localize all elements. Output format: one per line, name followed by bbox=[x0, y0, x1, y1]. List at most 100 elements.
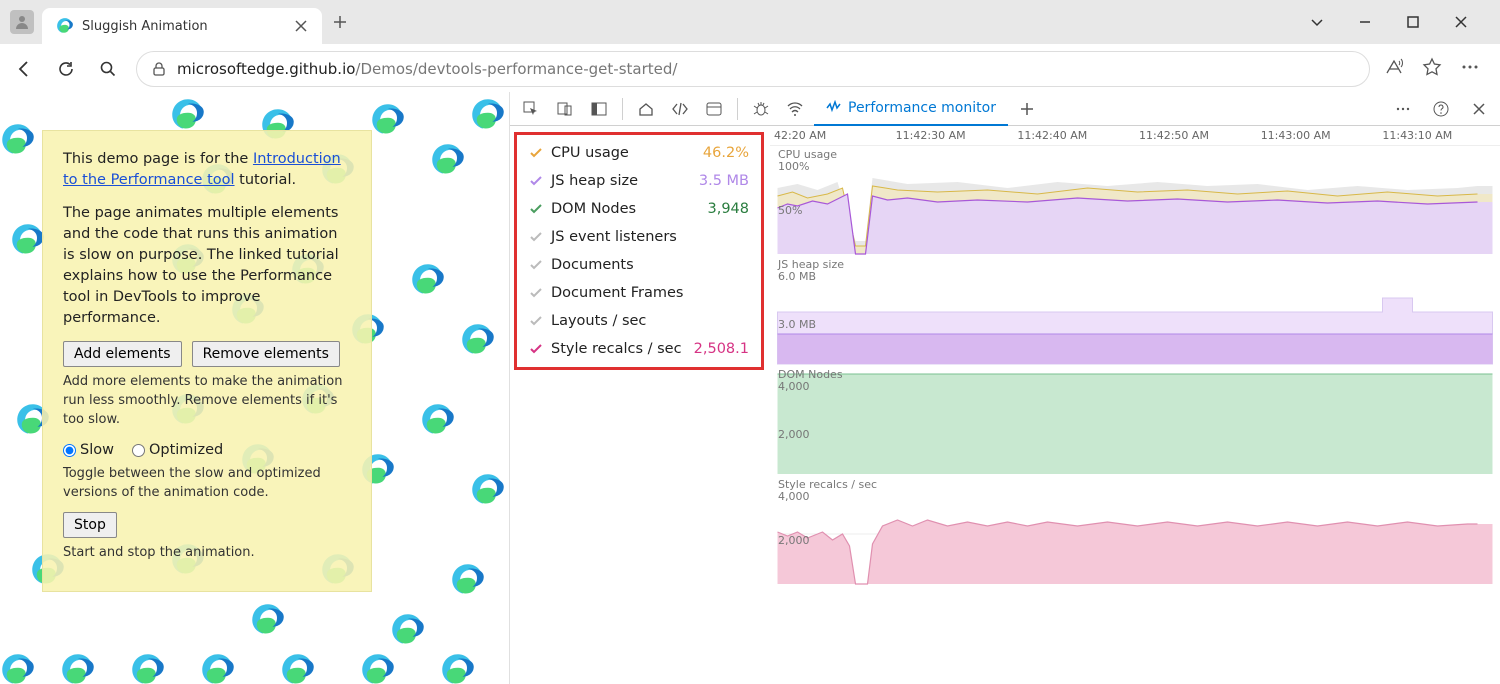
intro-text: This demo page is for the Introduction t… bbox=[63, 149, 351, 191]
metric-layouts[interactable]: Layouts / sec bbox=[521, 307, 757, 335]
metric-value: 3.5 MB bbox=[699, 173, 749, 189]
edge-swirl-icon bbox=[370, 102, 406, 138]
network-icon[interactable] bbox=[780, 95, 810, 123]
metric-value: 3,948 bbox=[707, 201, 749, 217]
time-tick: 11:43:00 AM bbox=[1257, 129, 1379, 142]
stop-help-text: Start and stop the animation. bbox=[63, 544, 351, 563]
search-icon[interactable] bbox=[94, 55, 122, 83]
add-elements-button[interactable]: Add elements bbox=[63, 341, 182, 367]
edge-swirl-icon bbox=[450, 562, 486, 598]
maximize-button[interactable] bbox=[1404, 13, 1422, 31]
charts-column: 42:20 AM11:42:30 AM11:42:40 AM11:42:50 A… bbox=[770, 126, 1500, 684]
add-help-text: Add more elements to make the animation … bbox=[63, 373, 351, 430]
tab-close-icon[interactable] bbox=[294, 19, 308, 33]
inspect-icon[interactable] bbox=[516, 95, 546, 123]
close-button[interactable] bbox=[1452, 13, 1470, 31]
elements-icon[interactable] bbox=[665, 95, 695, 123]
page-panel: This demo page is for the Introduction t… bbox=[0, 92, 510, 684]
chart-cpu-usage: CPU usage100%50% bbox=[770, 146, 1500, 256]
new-tab-button[interactable] bbox=[332, 14, 348, 30]
edge-swirl-icon bbox=[470, 97, 506, 133]
profile-icon[interactable] bbox=[10, 10, 34, 34]
minimize-button[interactable] bbox=[1356, 13, 1374, 31]
content-area: This demo page is for the Introduction t… bbox=[0, 92, 1500, 684]
metric-listeners[interactable]: JS event listeners bbox=[521, 223, 757, 251]
metric-label: CPU usage bbox=[551, 145, 703, 161]
edge-swirl-icon bbox=[420, 402, 456, 438]
edge-swirl-icon bbox=[10, 222, 46, 258]
chart-style-recalcs-sec: Style recalcs / sec4,0002,000 bbox=[770, 476, 1500, 586]
time-tick: 42:20 AM bbox=[770, 129, 892, 142]
metric-value: 2,508.1 bbox=[694, 341, 749, 357]
metric-label: JS event listeners bbox=[551, 229, 749, 245]
refresh-button[interactable] bbox=[52, 55, 80, 83]
tab-performance-monitor[interactable]: Performance monitor bbox=[814, 92, 1008, 126]
metric-value: 46.2% bbox=[703, 145, 749, 161]
demo-card: This demo page is for the Introduction t… bbox=[42, 130, 372, 592]
edge-swirl-icon bbox=[470, 472, 506, 508]
metric-cpu[interactable]: CPU usage46.2% bbox=[521, 139, 757, 167]
time-tick: 11:43:10 AM bbox=[1378, 129, 1500, 142]
edge-swirl-icon bbox=[130, 652, 166, 684]
time-tick: 11:42:50 AM bbox=[1135, 129, 1257, 142]
remove-elements-button[interactable]: Remove elements bbox=[192, 341, 340, 367]
address-bar: microsoftedge.github.io/Demos/devtools-p… bbox=[0, 44, 1500, 92]
edge-swirl-icon bbox=[460, 322, 496, 358]
edge-swirl-icon bbox=[60, 652, 96, 684]
edge-swirl-icon bbox=[430, 142, 466, 178]
more-icon[interactable] bbox=[1460, 57, 1480, 81]
devtools-toolbar: Performance monitor bbox=[510, 92, 1500, 126]
body-text: The page animates multiple elements and … bbox=[63, 203, 351, 329]
chart-js-heap-size: JS heap size6.0 MB3.0 MB bbox=[770, 256, 1500, 366]
perf-monitor-content: CPU usage46.2%JS heap size3.5 MBDOM Node… bbox=[510, 126, 1500, 684]
time-tick: 11:42:30 AM bbox=[892, 129, 1014, 142]
toggle-help-text: Toggle between the slow and optimized ve… bbox=[63, 465, 351, 503]
metric-docs[interactable]: Documents bbox=[521, 251, 757, 279]
metric-label: DOM Nodes bbox=[551, 201, 707, 217]
read-aloud-icon[interactable] bbox=[1384, 57, 1404, 81]
window-controls bbox=[1308, 13, 1500, 31]
metric-frames[interactable]: Document Frames bbox=[521, 279, 757, 307]
metric-recalcs[interactable]: Style recalcs / sec2,508.1 bbox=[521, 335, 757, 363]
radio-slow[interactable]: Slow bbox=[63, 440, 114, 461]
time-tick: 11:42:40 AM bbox=[1013, 129, 1135, 142]
bug-icon[interactable] bbox=[746, 95, 776, 123]
tab-title: Sluggish Animation bbox=[82, 19, 286, 34]
active-tab[interactable]: Sluggish Animation bbox=[42, 8, 322, 44]
metric-heap[interactable]: JS heap size3.5 MB bbox=[521, 167, 757, 195]
devtools-more-icon[interactable] bbox=[1388, 95, 1418, 123]
edge-favicon-icon bbox=[56, 17, 74, 35]
metric-dom[interactable]: DOM Nodes3,948 bbox=[521, 195, 757, 223]
metric-label: Documents bbox=[551, 257, 749, 273]
metrics-list: CPU usage46.2%JS heap size3.5 MBDOM Node… bbox=[510, 126, 770, 684]
edge-swirl-icon bbox=[280, 652, 316, 684]
panel-icon[interactable] bbox=[584, 95, 614, 123]
device-icon[interactable] bbox=[550, 95, 580, 123]
edge-swirl-icon bbox=[250, 602, 286, 638]
chevron-down-icon[interactable] bbox=[1308, 13, 1326, 31]
edge-swirl-icon bbox=[390, 612, 426, 648]
devtools-close-icon[interactable] bbox=[1464, 95, 1494, 123]
favorites-icon[interactable] bbox=[1422, 57, 1442, 81]
edge-swirl-icon bbox=[360, 652, 396, 684]
metrics-highlight-box: CPU usage46.2%JS heap size3.5 MBDOM Node… bbox=[514, 132, 764, 370]
back-button[interactable] bbox=[10, 55, 38, 83]
chart-dom-nodes: DOM Nodes4,0002,000 bbox=[770, 366, 1500, 476]
edge-swirl-icon bbox=[410, 262, 446, 298]
sources-icon[interactable] bbox=[699, 95, 729, 123]
browser-chrome: Sluggish Animation microsoftedge.github.… bbox=[0, 0, 1500, 92]
metric-label: Document Frames bbox=[551, 285, 749, 301]
url-text: microsoftedge.github.io/Demos/devtools-p… bbox=[177, 60, 677, 78]
help-icon[interactable] bbox=[1426, 95, 1456, 123]
edge-swirl-icon bbox=[0, 652, 36, 684]
url-field[interactable]: microsoftedge.github.io/Demos/devtools-p… bbox=[136, 51, 1370, 87]
welcome-icon[interactable] bbox=[631, 95, 661, 123]
metric-label: Style recalcs / sec bbox=[551, 341, 694, 357]
stop-button[interactable]: Stop bbox=[63, 512, 117, 538]
edge-swirl-icon bbox=[200, 652, 236, 684]
radio-optimized[interactable]: Optimized bbox=[132, 440, 223, 461]
add-tab-icon[interactable] bbox=[1012, 95, 1042, 123]
edge-swirl-icon bbox=[0, 122, 36, 158]
titlebar: Sluggish Animation bbox=[0, 0, 1500, 44]
metric-label: JS heap size bbox=[551, 173, 699, 189]
